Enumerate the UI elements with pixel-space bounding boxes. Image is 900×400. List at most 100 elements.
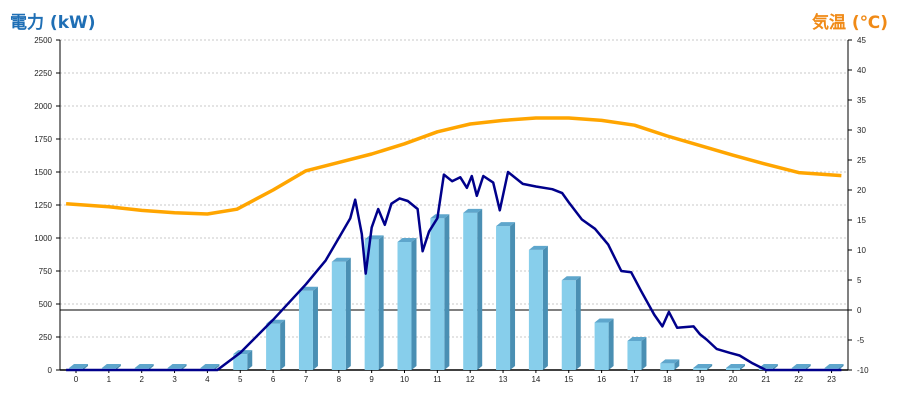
bar — [594, 322, 609, 370]
bar — [693, 368, 708, 370]
bar-side — [312, 286, 318, 370]
bar-top — [496, 222, 516, 227]
bar-top — [167, 364, 187, 368]
bar-side — [805, 364, 811, 370]
bar-top — [561, 276, 581, 281]
x-tick-label: 1 — [107, 375, 112, 384]
x-tick-label: 5 — [238, 375, 243, 384]
bar-side — [608, 318, 614, 370]
temperature-line — [65, 116, 842, 216]
bar-top — [331, 257, 351, 262]
right-tick-label: 20 — [857, 186, 866, 195]
bar-side — [247, 350, 253, 370]
bar-top — [594, 318, 614, 323]
left-tick-label: 0 — [48, 366, 53, 375]
x-tick-label: 23 — [827, 375, 836, 384]
bar-side — [345, 257, 351, 370]
x-tick-label: 7 — [304, 375, 309, 384]
left-tick-label: 2250 — [34, 69, 52, 78]
bar — [364, 239, 379, 370]
bar-top — [528, 245, 548, 250]
left-tick-label: 500 — [39, 300, 53, 309]
right-tick-label: 0 — [857, 306, 862, 315]
bar-top — [200, 364, 220, 368]
bar-side — [83, 364, 88, 370]
right-tick-label: 40 — [857, 66, 866, 75]
bar-side — [542, 245, 548, 370]
bar-side — [575, 276, 581, 370]
x-tick-label: 12 — [466, 375, 475, 384]
bar-side — [148, 364, 154, 370]
x-tick-label: 10 — [400, 375, 409, 384]
right-tick-label: -5 — [857, 336, 865, 345]
right-tick-label: 15 — [857, 216, 866, 225]
x-tick-label: 9 — [369, 375, 374, 384]
bar-side — [181, 364, 187, 370]
x-tick-label: 0 — [74, 375, 79, 384]
x-tick-label: 11 — [433, 375, 442, 384]
bar — [660, 363, 675, 370]
bar — [266, 323, 281, 370]
bar — [726, 368, 740, 370]
bar-side — [641, 336, 647, 370]
x-tick-label: 13 — [499, 375, 508, 384]
right-tick-label: 35 — [857, 96, 866, 105]
bar — [496, 226, 511, 370]
bar-top — [627, 336, 647, 341]
x-tick-label: 8 — [337, 375, 342, 384]
bar — [298, 290, 313, 370]
x-tick-label: 2 — [139, 375, 144, 384]
left-tick-label: 1250 — [34, 201, 52, 210]
bar-top — [463, 208, 483, 213]
bar — [397, 241, 412, 370]
x-tick-label: 6 — [271, 375, 276, 384]
bar — [430, 218, 445, 370]
bar — [528, 249, 543, 370]
x-tick-label: 4 — [205, 375, 210, 384]
bar-top — [791, 364, 811, 368]
bar-side — [378, 235, 384, 370]
bar-side — [674, 359, 680, 370]
bar-top — [693, 364, 713, 368]
bar-top — [824, 364, 844, 368]
bar-side — [115, 364, 121, 370]
bar-top — [101, 364, 121, 368]
x-tick-label: 18 — [663, 375, 672, 384]
x-tick-label: 19 — [696, 375, 705, 384]
left-axis-title: 電力 (kW) — [10, 13, 96, 33]
power-line — [66, 170, 842, 372]
left-tick-label: 750 — [39, 267, 53, 276]
bar-top — [726, 364, 745, 368]
left-tick-label: 1500 — [34, 168, 52, 177]
right-tick-label: 5 — [857, 276, 862, 285]
left-tick-label: 1000 — [34, 234, 52, 243]
bar — [233, 354, 248, 370]
bar-side — [411, 237, 417, 370]
x-tick-label: 20 — [729, 375, 738, 384]
x-tick-label: 15 — [564, 375, 573, 384]
right-tick-label: -10 — [857, 366, 869, 375]
x-tick-label: 22 — [794, 375, 803, 384]
x-tick-label: 16 — [597, 375, 606, 384]
right-tick-label: 45 — [857, 36, 866, 45]
bar-top — [69, 364, 88, 368]
x-tick-label: 17 — [630, 375, 639, 384]
bar-side — [477, 208, 483, 370]
bar-side — [707, 364, 713, 370]
bar — [331, 261, 346, 370]
x-tick-label: 21 — [761, 375, 770, 384]
bar-side — [214, 364, 220, 370]
bar — [463, 212, 478, 370]
bar-side — [772, 364, 778, 370]
bar-top — [430, 214, 450, 219]
bar-top — [758, 364, 778, 368]
bar-side — [740, 364, 745, 370]
left-tick-label: 2500 — [34, 36, 52, 45]
bar-side — [510, 222, 516, 370]
bar-side — [444, 214, 450, 370]
bar-side — [838, 364, 844, 370]
bar-top — [134, 364, 154, 368]
left-tick-label: 1750 — [34, 135, 52, 144]
